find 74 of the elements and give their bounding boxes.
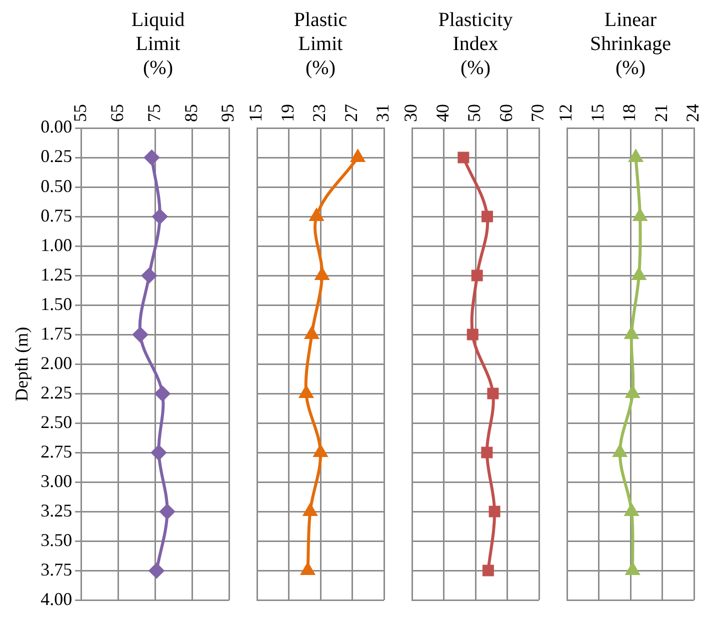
point: [351, 150, 365, 162]
y-tick-label: 2.25: [40, 382, 72, 402]
point: [314, 445, 328, 457]
point: [132, 327, 148, 342]
point: [487, 388, 499, 400]
chart-title: Liquid Limit (%): [131, 8, 185, 80]
point: [149, 563, 164, 578]
point: [144, 150, 160, 166]
point: [632, 268, 646, 280]
chart-title: Plastic Limit (%): [294, 8, 348, 80]
y-tick-label: 3.50: [40, 530, 72, 550]
y-tick-label: 0.75: [40, 205, 72, 226]
y-tick-label: 1.25: [40, 264, 72, 284]
x-tick-label: 75: [144, 104, 164, 122]
point: [458, 152, 470, 164]
point: [629, 150, 642, 162]
x-tick-label: 23: [309, 104, 330, 122]
point: [160, 504, 175, 520]
y-tick-label: 2.00: [40, 352, 72, 373]
point: [303, 504, 317, 516]
chart-title: Plasticity Index (%): [438, 8, 513, 80]
point: [301, 563, 314, 575]
x-tick-label: 30: [400, 104, 421, 122]
y-tick-label: 1.00: [40, 234, 72, 255]
point: [310, 209, 324, 221]
y-tick-label: 2.50: [40, 412, 72, 432]
point: [626, 563, 640, 575]
point: [300, 386, 313, 398]
y-tick-label: 3.00: [40, 470, 72, 491]
chart-title: Linear Shrinkage (%): [590, 8, 672, 80]
point: [151, 445, 166, 460]
y-tick-label: 0.50: [40, 176, 72, 196]
y-tick-label: 1.50: [40, 294, 72, 314]
x-tick-label: 65: [106, 104, 127, 122]
y-tick-label: 3.25: [40, 500, 72, 520]
x-tick-label: 19: [277, 104, 298, 122]
point: [154, 386, 170, 402]
x-tick-label: 55: [70, 104, 90, 122]
point: [305, 327, 318, 339]
y-tick-label: 3.75: [40, 559, 72, 580]
y-tick-label: 0.25: [40, 146, 72, 166]
point: [624, 327, 638, 339]
x-tick-label: 85: [180, 104, 201, 122]
point: [626, 386, 640, 398]
x-tick-label: 95: [218, 104, 238, 122]
x-tick-label: 21: [650, 104, 671, 122]
x-tick-label: 18: [619, 104, 640, 122]
point: [481, 446, 493, 458]
point: [633, 209, 647, 221]
x-tick-label: 27: [340, 104, 361, 122]
y-tick-label: 2.75: [40, 441, 72, 462]
x-tick-label: 31: [372, 104, 393, 122]
x-tick-label: 15: [246, 104, 266, 122]
x-tick-label: 40: [432, 104, 452, 122]
point: [142, 268, 157, 284]
y-tick-label: 1.75: [40, 323, 72, 344]
x-tick-label: 24: [682, 104, 703, 122]
point: [471, 270, 483, 282]
point: [488, 506, 500, 518]
point: [482, 210, 493, 222]
x-tick-label: 60: [496, 104, 516, 122]
point: [315, 268, 329, 280]
point: [613, 445, 627, 457]
y-tick-label: 4.00: [40, 588, 72, 609]
point: [466, 328, 478, 340]
x-tick-label: 12: [556, 104, 576, 122]
x-tick-label: 15: [587, 104, 608, 122]
point: [152, 209, 168, 224]
point: [482, 564, 494, 576]
y-tick-label: 0.00: [40, 116, 72, 137]
point: [624, 504, 638, 516]
x-tick-label: 50: [464, 104, 484, 122]
x-tick-label: 70: [528, 104, 548, 122]
y-axis-title: Depth (m): [12, 326, 32, 402]
